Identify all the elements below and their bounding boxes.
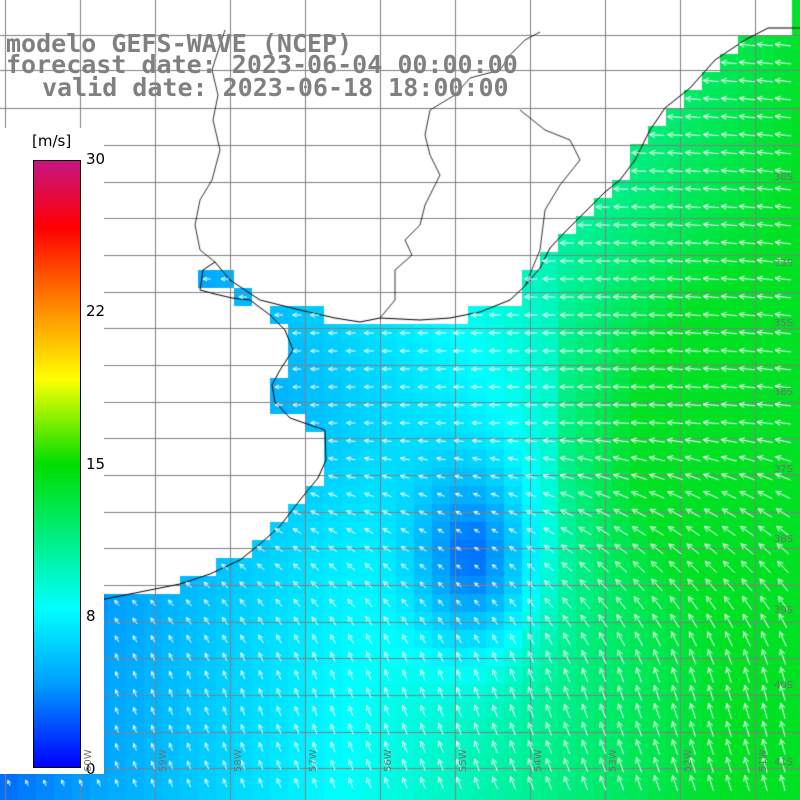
model-title: modelo GEFS-WAVE (NCEP) [6, 29, 353, 58]
valid-date: valid date: 2023-06-18 18:00:00 [42, 73, 509, 102]
lat-label: 37S [774, 464, 794, 475]
lon-label: 56W [383, 749, 394, 772]
colorbar-tick: 30 [86, 150, 106, 168]
lat-label: 39S [774, 605, 794, 616]
colorbar-unit: [m/s] [32, 132, 72, 150]
lat-label: 38S [774, 534, 794, 545]
lat-label: 33S [774, 258, 794, 269]
lon-label: 52W [683, 749, 694, 772]
lat-label: 35S [774, 318, 794, 329]
lon-label: 51W [758, 749, 769, 772]
colorbar-tick: 15 [86, 455, 106, 473]
lon-label: 60W [83, 749, 94, 772]
lat-label: 30S [774, 172, 794, 183]
lat-label: 41S [774, 757, 794, 768]
lon-label: 58W [233, 749, 244, 772]
lon-label: 57W [308, 749, 319, 772]
colorbar [33, 160, 81, 768]
lon-label: 53W [608, 749, 619, 772]
lon-label: 55W [458, 749, 469, 772]
colorbar-tick: 22 [86, 302, 106, 320]
forecast-date: forecast date: 2023-06-04 00:00:00 [6, 50, 518, 79]
lon-label: 59W [158, 749, 169, 772]
colorbar-tick: 8 [86, 607, 96, 625]
lon-label: 54W [533, 749, 544, 772]
lat-label: 36S [774, 387, 794, 398]
colorbar-tick: 0 [86, 760, 96, 778]
lat-label: 40S [774, 680, 794, 691]
